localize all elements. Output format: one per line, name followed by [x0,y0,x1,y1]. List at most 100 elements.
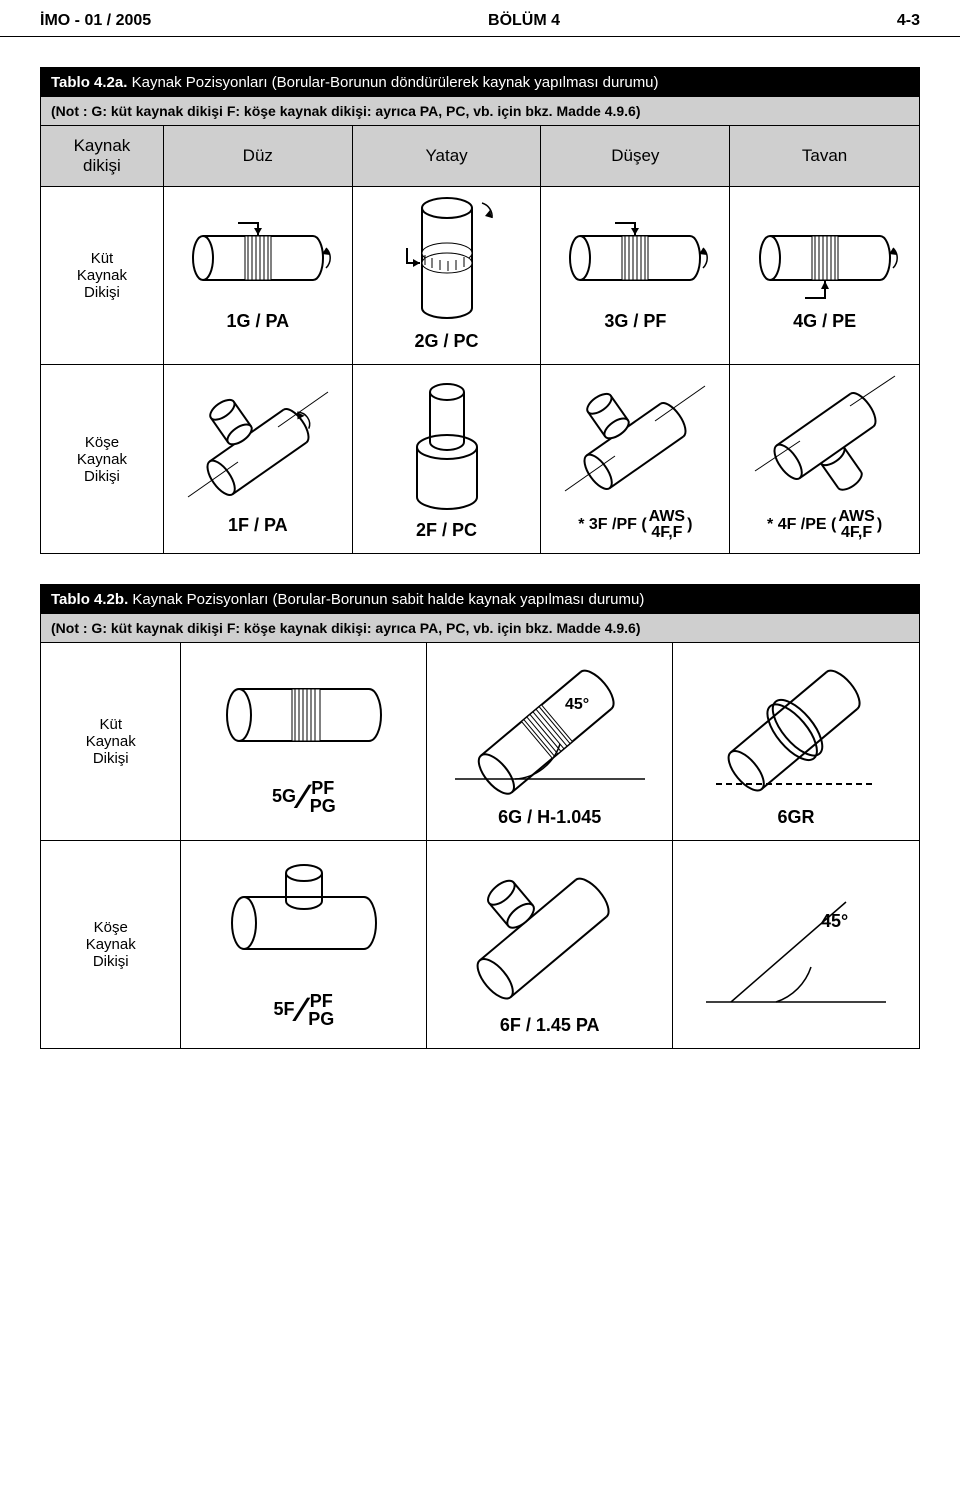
head-c0: Kaynak dikişi [41,126,164,186]
angle-45-a: 45° [565,696,589,713]
diagram-5g [212,654,396,772]
row1-l4: 4G / PE [789,305,860,344]
table-a-head-row: Kaynak dikişi Düz Yatay Düşey Tavan [41,126,919,187]
b-row2-left-a: Köşe [94,919,128,936]
row1-left-b: Kaynak [77,267,127,284]
row2-l3-4ff: 4F,F [651,525,682,541]
b-row1-left: Küt Kaynak Dikişi [41,643,181,840]
row2-left-c: Dikişi [84,468,120,485]
diagram-45: 45° [694,866,898,1024]
head-c0b: dikişi [83,156,121,176]
header-right: 4-3 [897,12,920,30]
table-a-title: Tablo 4.2a. Kaynak Pozisyonları (Borular… [41,68,919,97]
row2-l3-aws: AWS [647,509,687,525]
diagram-4g [748,207,902,305]
page-content: Tablo 4.2a. Kaynak Pozisyonları (Borular… [0,37,960,1119]
b-row1-left-a: Küt [99,716,122,733]
b-row1-l1: 5G∕PFPG [268,772,340,829]
table-a-title-rest: Kaynak Pozisyonları (Borular-Borunun dön… [132,74,659,91]
diagram-3f [558,365,712,503]
b-row2-l1a: 5F [274,999,295,1019]
row1-l2: 2G / PC [411,325,483,364]
table-a-note: (Not : G: küt kaynak dikişi F: köşe kayn… [41,97,919,126]
angle-45-b: 45° [821,911,848,931]
b-row1-l1b-top: PF [311,779,334,797]
b-row1-c3: 6GR [673,643,919,840]
b-row2-c2: 6F / 1.45 PA [427,841,673,1048]
b-row2-c3: 45° [673,841,919,1048]
diagram-1g [181,207,335,305]
diagram-2f [385,366,509,514]
row2-left: Köşe Kaynak Dikişi [41,365,164,553]
row2-c3: * 3F /PF (AWS4F,F) [541,365,730,553]
b-row1-left-c: Dikişi [93,750,129,767]
table-b-row2: Köşe Kaynak Dikişi [41,841,919,1048]
diagram-3g [558,207,712,305]
slash-icon: ∕ [295,991,309,1029]
b-row1-l3: 6GR [774,801,819,840]
row2-c2: 2F / PC [353,365,542,553]
row1-c3: 3G / PF [541,187,730,364]
row2-l3: * 3F /PF (AWS4F,F) [574,503,696,553]
row2-left-a: Köşe [85,434,119,451]
table-b-title: Tablo 4.2b. Kaynak Pozisyonları (Borular… [41,585,919,614]
b-row2-left: Köşe Kaynak Dikişi [41,841,181,1048]
diagram-5f [217,847,391,985]
b-row1-l2: 6G / H-1.045 [494,801,605,840]
b-row1-l1b-bot: PG [310,797,336,815]
b-row2-left-c: Dikişi [93,953,129,970]
b-row2-l1: 5F∕PFPG [270,985,339,1042]
row2-c1: 1F / PA [164,365,353,553]
table-a-title-prefix: Tablo 4.2a. [51,74,132,91]
head-c1: Düz [164,126,353,186]
diagram-6f [443,841,657,1009]
diagram-6gr [694,643,898,801]
table-4-2a: Tablo 4.2a. Kaynak Pozisyonları (Borular… [40,67,920,554]
slash-icon: ∕ [296,778,310,816]
table-4-2b: Tablo 4.2b. Kaynak Pozisyonları (Borular… [40,584,920,1049]
table-b-note: (Not : G: küt kaynak dikişi F: köşe kayn… [41,614,919,643]
diagram-6g: 45° [443,643,657,801]
row2-l2: 2F / PC [412,514,481,553]
b-row1-c1: 5G∕PFPG [181,643,427,840]
diagram-2g [390,187,504,325]
row2-l4-post: ) [877,516,882,533]
row2-l3-post: ) [687,516,692,533]
head-c0a: Kaynak [74,136,131,156]
row1-c1: 1G / PA [164,187,353,364]
head-c4: Tavan [730,126,919,186]
row2-l4-4ff: 4F,F [841,525,872,541]
b-row1-l1a: 5G [272,786,296,806]
table-a-row1: Küt Kaynak Dikişi [41,187,919,365]
b-row2-l1b-top: PF [310,992,333,1010]
diagram-1f [181,371,335,509]
page-header: İMO - 01 / 2005 BÖLÜM 4 4-3 [0,0,960,37]
row2-l3-pre: * 3F /PF ( [578,516,646,533]
row1-l1: 1G / PA [222,305,293,344]
b-row2-c1: 5F∕PFPG [181,841,427,1048]
row2-c4: * 4F /PE (AWS4F,F) [730,365,919,553]
row1-left: Küt Kaynak Dikişi [41,187,164,364]
row2-l1: 1F / PA [224,509,292,548]
b-row1-c2: 45° 6G / H-1.045 [427,643,673,840]
head-c3: Düşey [541,126,730,186]
row1-left-c: Dikişi [84,284,120,301]
header-center: BÖLÜM 4 [488,12,560,30]
b-row2-l1b-bot: PG [308,1010,334,1028]
row1-l3: 3G / PF [600,305,670,344]
table-b-title-prefix: Tablo 4.2b. [51,591,132,608]
table-b-title-rest: Kaynak Pozisyonları (Borular-Borunun sab… [132,591,644,608]
row2-l4: * 4F /PE (AWS4F,F) [763,503,886,553]
diagram-4f [748,365,902,503]
head-c2: Yatay [353,126,542,186]
row1-c4: 4G / PE [730,187,919,364]
b-row2-left-b: Kaynak [86,936,136,953]
table-a-row2: Köşe Kaynak Dikişi [41,365,919,553]
row2-left-b: Kaynak [77,451,127,468]
b-row1-left-b: Kaynak [86,733,136,750]
row1-c2: 2G / PC [353,187,542,364]
row2-l4-aws: AWS [836,509,876,525]
b-row2-l2: 6F / 1.45 PA [496,1009,604,1048]
row1-left-a: Küt [91,250,114,267]
header-left: İMO - 01 / 2005 [40,12,151,30]
